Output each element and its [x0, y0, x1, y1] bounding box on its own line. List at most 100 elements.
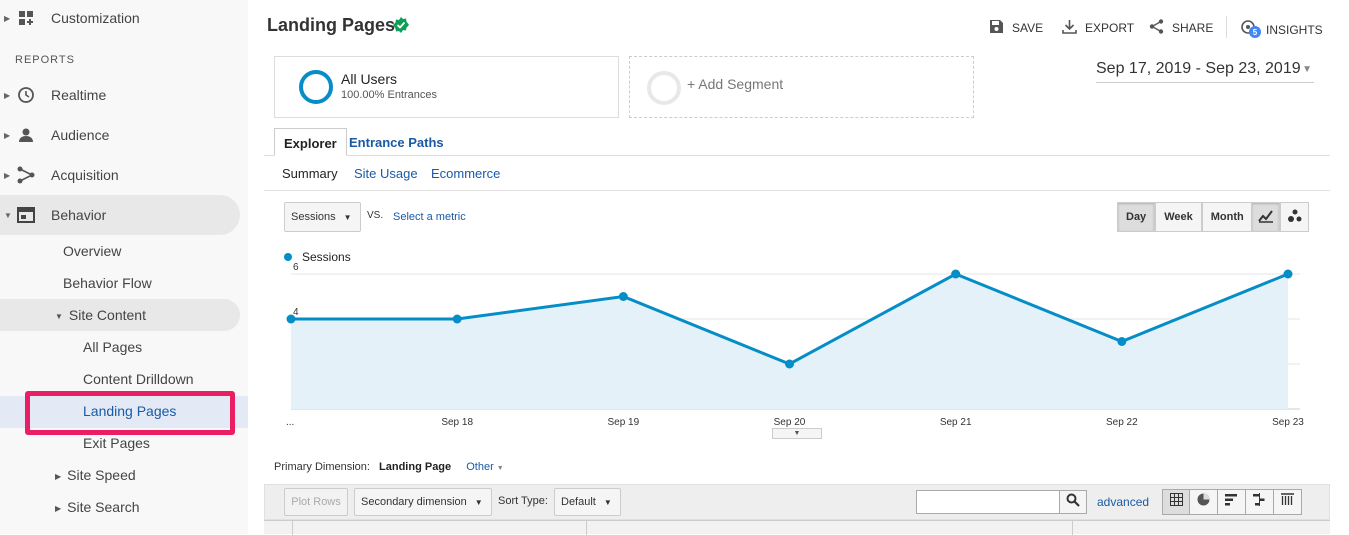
download-icon	[1062, 19, 1077, 37]
sidebar-item-label: Realtime	[51, 87, 107, 103]
subtab-ecommerce[interactable]: Ecommerce	[431, 166, 501, 181]
x-tick-label: Sep 19	[607, 417, 639, 428]
highlight-box	[25, 391, 235, 435]
subtab-divider	[264, 190, 1330, 191]
metric-select[interactable]: Sessions ▼	[284, 202, 361, 232]
empty-segment-circle-icon	[647, 71, 681, 105]
caret-down-icon: ▼	[496, 465, 504, 472]
y-tick-label: 4	[293, 307, 299, 318]
sidebar-item-site-content[interactable]: ▼ Site Content	[55, 307, 146, 323]
sidebar-item-acquisition[interactable]: ▶ Acquisition	[0, 157, 248, 193]
tab-explorer[interactable]: Explorer	[274, 128, 347, 156]
sidebar-item-label: Site Search	[67, 499, 140, 515]
secondary-dimension-select[interactable]: Secondary dimension ▼	[354, 488, 492, 516]
dashboard-grid-icon	[16, 8, 36, 28]
dropdown-arrow-icon: ▼	[603, 497, 612, 507]
subtab-summary[interactable]: Summary	[282, 166, 338, 181]
performance-view-button[interactable]	[1218, 489, 1246, 515]
export-button[interactable]: EXPORT	[1062, 19, 1134, 37]
add-segment-button[interactable]: + Add Segment	[629, 56, 974, 118]
segment-stat: 100.00% Entrances	[341, 89, 438, 101]
sidebar-item-site-search[interactable]: ▶ Site Search	[55, 499, 140, 515]
caret-right-icon: ▶	[4, 130, 11, 140]
search-button[interactable]	[1059, 490, 1087, 514]
sidebar: ▶ Customization REPORTS ▶ Realtime ▶ Aud…	[0, 0, 248, 534]
table-search-input[interactable]	[916, 490, 1060, 514]
export-label: EXPORT	[1085, 21, 1135, 35]
table-view-button[interactable]	[1162, 489, 1190, 515]
primary-dimension-row: Primary Dimension: Landing Page Other ▼	[274, 461, 504, 473]
sidebar-item-landing-pages[interactable]: Landing Pages	[83, 403, 177, 419]
chevron-down-icon: ▼	[1302, 64, 1312, 75]
caret-right-icon: ▶	[4, 13, 11, 23]
chart-collapse-handle[interactable]: ▼	[772, 428, 822, 439]
search-icon	[1066, 493, 1080, 512]
sidebar-item-audience[interactable]: ▶ Audience	[0, 117, 248, 153]
date-range-picker[interactable]: Sep 17, 2019 - Sep 23, 2019 ▼	[1096, 60, 1314, 83]
sidebar-item-realtime[interactable]: ▶ Realtime	[0, 77, 248, 113]
data-point	[452, 314, 462, 324]
comparison-view-button[interactable]	[1246, 489, 1274, 515]
sidebar-item-label: Site Content	[68, 307, 146, 323]
col-divider	[292, 521, 293, 535]
bubble-chart-icon	[1287, 209, 1302, 226]
col-divider	[586, 521, 587, 535]
sidebar-item-label: Behavior	[51, 207, 107, 223]
insights-badge: 5	[1249, 26, 1261, 38]
line-chart-icon	[1257, 209, 1274, 226]
sidebar-item-content-drilldown[interactable]: Content Drilldown	[83, 371, 194, 387]
legend-dot-sessions	[284, 253, 292, 261]
sidebar-item-label: Acquisition	[51, 167, 119, 183]
share-button[interactable]: SHARE	[1149, 19, 1213, 37]
sidebar-item-overview[interactable]: Overview	[63, 243, 122, 259]
insights-button[interactable]: 5 INSIGHTS	[1240, 19, 1323, 40]
dropdown-arrow-icon: ▼	[474, 497, 483, 507]
data-point	[951, 269, 961, 279]
sort-type-select[interactable]: Default ▼	[554, 488, 621, 516]
x-tick-label: Sep 18	[441, 417, 473, 428]
month-button[interactable]: Month	[1201, 202, 1253, 232]
caret-right-icon: ▶	[55, 504, 62, 513]
pivot-view-button[interactable]	[1274, 489, 1302, 515]
x-tick-label: Sep 20	[774, 417, 806, 428]
sidebar-item-behavior-flow[interactable]: Behavior Flow	[63, 275, 152, 291]
save-button[interactable]: SAVE	[989, 19, 1043, 37]
sidebar-item-exit-pages[interactable]: Exit Pages	[83, 435, 150, 451]
dimension-other-link[interactable]: Other ▼	[466, 461, 504, 473]
motion-chart-button[interactable]	[1280, 202, 1309, 232]
sidebar-item-all-pages[interactable]: All Pages	[83, 339, 143, 355]
sidebar-item-site-speed[interactable]: ▶ Site Speed	[55, 467, 136, 483]
secondary-dimension-label: Secondary dimension	[361, 496, 467, 508]
plot-rows-button[interactable]: Plot Rows	[284, 488, 348, 516]
primary-dimension-value[interactable]: Landing Page	[379, 461, 452, 473]
line-chart-button[interactable]	[1251, 202, 1280, 232]
data-point	[1117, 337, 1127, 346]
select-metric-link[interactable]: Select a metric	[393, 211, 466, 223]
add-segment-label: + Add Segment	[687, 76, 784, 92]
chart-type-group	[1251, 202, 1309, 232]
col-divider	[1072, 521, 1073, 535]
x-tick-label: ...	[286, 417, 294, 428]
page-title: Landing Pages	[267, 15, 396, 35]
primary-dimension-label: Primary Dimension:	[274, 461, 370, 473]
clock-icon	[16, 85, 36, 105]
x-tick-label: Sep 22	[1106, 417, 1138, 428]
sort-type-label: Sort Type:	[498, 495, 548, 507]
data-point	[618, 292, 628, 301]
sidebar-item-behavior[interactable]: ▼ Behavior	[0, 197, 240, 233]
day-button[interactable]: Day	[1117, 202, 1156, 232]
advanced-filter-link[interactable]: advanced	[1097, 495, 1150, 509]
segment-all-users[interactable]: All Users 100.00% Entrances	[274, 56, 619, 118]
behavior-highlight	[0, 195, 240, 235]
save-label: SAVE	[1012, 21, 1044, 35]
caret-right-icon: ▶	[4, 170, 11, 180]
sidebar-item-label: Customization	[51, 10, 140, 26]
week-button[interactable]: Week	[1155, 202, 1202, 232]
table-header	[264, 520, 1330, 535]
subtab-site-usage[interactable]: Site Usage	[354, 166, 418, 181]
tab-entrance-paths[interactable]: Entrance Paths	[349, 135, 444, 150]
percentage-view-button[interactable]	[1190, 489, 1218, 515]
segment-name: All Users	[341, 71, 398, 87]
data-point	[286, 314, 296, 324]
